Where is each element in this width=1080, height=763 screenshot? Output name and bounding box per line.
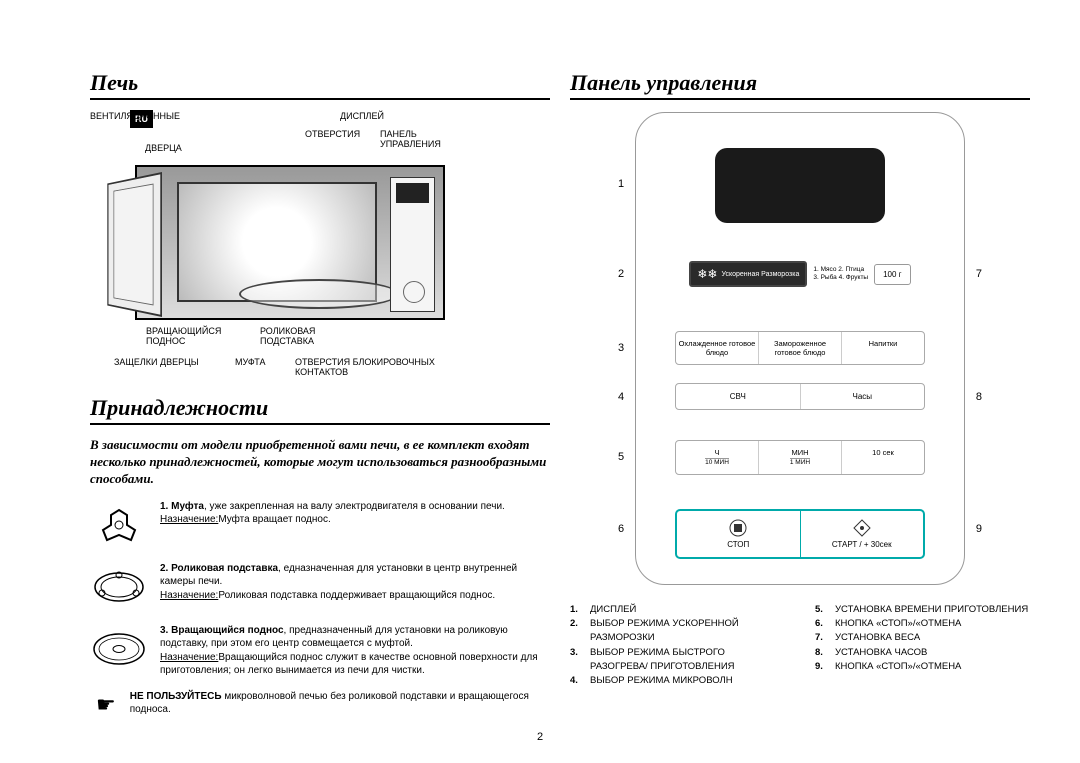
warning-note: ☛ НЕ ПОЛЬЗУЙТЕСЬ микроволновой печью без… — [90, 690, 550, 720]
legend-item: 9.КНОПКА «СТОП»/«ОТМЕНА — [815, 660, 1030, 674]
snowflake-icon: ❄❄ — [697, 267, 717, 281]
legend-right-column: 5.УСТАНОВКА ВРЕМЕНИ ПРИГОТОВЛЕНИЯ 6.КНОП… — [815, 603, 1030, 689]
accessory-text: 1. Муфта, уже закрепленная на валу элект… — [160, 500, 505, 550]
legend-item: 5.УСТАНОВКА ВРЕМЕНИ ПРИГОТОВЛЕНИЯ — [815, 603, 1030, 617]
roller-ring-icon — [90, 562, 148, 612]
cp-defrost-row: 2 7 ❄❄ Ускоренная Разморозка 1. Мясо 2. … — [656, 251, 944, 297]
label-holes: ОТВЕРСТИЯ — [305, 130, 360, 140]
minute-button[interactable]: МИН1 МИН — [758, 441, 841, 474]
microwave-display — [715, 148, 885, 223]
frozen-meal-button[interactable]: Замороженное готовое блюдо — [758, 332, 841, 364]
cp-time-row: 5 Ч10 МИН МИН1 МИН 10 сек — [656, 434, 944, 481]
stop-button[interactable]: СТОП — [677, 511, 800, 557]
accessory-item: 1. Муфта, уже закрепленная на валу элект… — [90, 500, 550, 550]
beverages-button[interactable]: Напитки — [841, 332, 924, 364]
legend-left-column: 1.ДИСПЛЕЙ 2.ВЫБОР РЕЖИМА УСКОРЕННОЙ РАЗМ… — [570, 603, 785, 689]
oven-section-title: Печь — [90, 70, 550, 100]
legend-item: 6.КНОПКА «СТОП»/«ОТМЕНА — [815, 617, 1030, 631]
oven-tray-graphic — [239, 279, 399, 309]
control-panel-legend: 1.ДИСПЛЕЙ 2.ВЫБОР РЕЖИМА УСКОРЕННОЙ РАЗМ… — [570, 603, 1030, 689]
stop-icon — [729, 519, 747, 537]
legend-item: 2.ВЫБОР РЕЖИМА УСКОРЕННОЙ РАЗМОРОЗКИ — [570, 617, 785, 646]
oven-cavity-graphic — [177, 182, 377, 302]
callout-num: 6 — [618, 523, 624, 535]
turntable-icon — [90, 624, 148, 674]
oven-illustration — [135, 165, 445, 320]
legend-item: 1.ДИСПЛЕЙ — [570, 603, 785, 617]
accessory-text: 3. Вращающийся поднос, предназначенный д… — [160, 624, 550, 678]
legend-item: 4.ВЫБОР РЕЖИМА МИКРОВОЛН — [570, 674, 785, 688]
microwave-clock-buttons: СВЧ Часы — [675, 383, 925, 410]
accessory-item: 3. Вращающийся поднос, предназначенный д… — [90, 624, 550, 678]
start-icon — [853, 519, 871, 537]
callout-num: 8 — [976, 391, 982, 403]
manual-page: RU Печь ВЕНТИЛЯЦИОННЫЕ ДИСПЛЕЙ ОТВЕРСТИЯ… — [0, 0, 1080, 763]
time-set-buttons: Ч10 МИН МИН1 МИН 10 сек — [675, 440, 925, 475]
accessory-item: 2. Роликовая подставка, едназначенная дл… — [90, 562, 550, 612]
label-display: ДИСПЛЕЙ — [340, 112, 384, 122]
label-lockholes: ОТВЕРСТИЯ БЛОКИРОВОЧНЫХ КОНТАКТОВ — [295, 358, 465, 378]
oven-callout-diagram: ВЕНТИЛЯЦИОННЫЕ ДИСПЛЕЙ ОТВЕРСТИЯ ПАНЕЛЬ … — [90, 112, 550, 377]
oven-panel-graphic — [390, 177, 435, 312]
clock-button[interactable]: Часы — [800, 384, 925, 409]
cp-start-stop-row: 6 9 СТОП СТАРТ / + 30сек — [656, 499, 944, 559]
callout-num: 3 — [618, 342, 624, 354]
two-column-layout: Печь ВЕНТИЛЯЦИОННЫЕ ДИСПЛЕЙ ОТВЕРСТИЯ ПА… — [50, 70, 1030, 733]
cp-display-row: 1 — [656, 148, 944, 223]
coupler-icon — [90, 500, 148, 550]
start-button[interactable]: СТАРТ / + 30сек — [800, 511, 924, 557]
label-latches: ЗАЩЕЛКИ ДВЕРЦЫ — [114, 358, 199, 368]
control-panel-title: Панель управления — [570, 70, 1030, 100]
callout-num: 9 — [976, 523, 982, 535]
chilled-meal-button[interactable]: Охлажденное готовое блюдо — [676, 332, 758, 364]
cp-quick-row: 3 Охлажденное готовое блюдо Замороженное… — [656, 325, 944, 371]
callout-num: 2 — [618, 268, 624, 280]
label-vent: ВЕНТИЛЯЦИОННЫЕ — [90, 112, 180, 122]
defrost-label: Ускоренная Разморозка — [721, 271, 799, 278]
defrost-button-group: ❄❄ Ускоренная Разморозка 1. Мясо 2. Птиц… — [675, 261, 925, 287]
callout-num: 7 — [976, 268, 982, 280]
hour-button[interactable]: Ч10 МИН — [676, 441, 758, 474]
pointing-hand-icon: ☛ — [96, 690, 116, 720]
label-turntable: ВРАЩАЮЩИЙСЯ ПОДНОС — [146, 327, 221, 347]
cp-microwave-row: 4 8 СВЧ Часы — [656, 377, 944, 416]
accessory-list: 1. Муфта, уже закрепленная на валу элект… — [90, 500, 550, 678]
legend-item: 7.УСТАНОВКА ВЕСА — [815, 631, 1030, 645]
oven-door-graphic — [107, 172, 162, 317]
speed-defrost-button[interactable]: ❄❄ Ускоренная Разморозка — [689, 261, 807, 287]
accessories-section-title: Принадлежности — [90, 395, 550, 425]
control-panel-diagram: 1 2 7 ❄❄ Ускоренная Разморозка 1. Мясо 2… — [635, 112, 965, 585]
label-door: ДВЕРЦА — [145, 144, 182, 154]
warning-text: НЕ ПОЛЬЗУЙТЕСЬ микроволновой печью без р… — [130, 690, 550, 720]
left-column: Печь ВЕНТИЛЯЦИОННЫЕ ДИСПЛЕЙ ОТВЕРСТИЯ ПА… — [50, 70, 550, 733]
page-number: 2 — [537, 731, 543, 743]
quick-heat-buttons: Охлажденное готовое блюдо Замороженное г… — [675, 331, 925, 365]
legend-item: 8.УСТАНОВКА ЧАСОВ — [815, 646, 1030, 660]
callout-num: 4 — [618, 391, 624, 403]
microwave-power-button[interactable]: СВЧ — [676, 384, 800, 409]
right-column: Панель управления 1 2 7 ❄❄ Ускоренная Ра… — [570, 70, 1030, 733]
accessory-text: 2. Роликовая подставка, едназначенная дл… — [160, 562, 550, 612]
stop-start-buttons: СТОП СТАРТ / + 30сек — [675, 509, 925, 559]
ten-sec-button[interactable]: 10 сек — [841, 441, 924, 474]
callout-num: 5 — [618, 451, 624, 463]
legend-item: 3.ВЫБОР РЕЖИМА БЫСТРОГО РАЗОГРЕВА/ ПРИГО… — [570, 646, 785, 675]
defrost-items-text: 1. Мясо 2. Птица 3. Рыба 4. Фрукты — [813, 266, 868, 282]
label-panel: ПАНЕЛЬ УПРАВЛЕНИЯ — [380, 130, 460, 150]
accessories-intro: В зависимости от модели приобретенной ва… — [90, 437, 550, 488]
callout-num: 1 — [618, 178, 624, 190]
label-roller: РОЛИКОВАЯ ПОДСТАВКА — [260, 327, 330, 347]
label-coupler: МУФТА — [235, 358, 265, 368]
weight-button[interactable]: 100 г — [874, 264, 911, 285]
